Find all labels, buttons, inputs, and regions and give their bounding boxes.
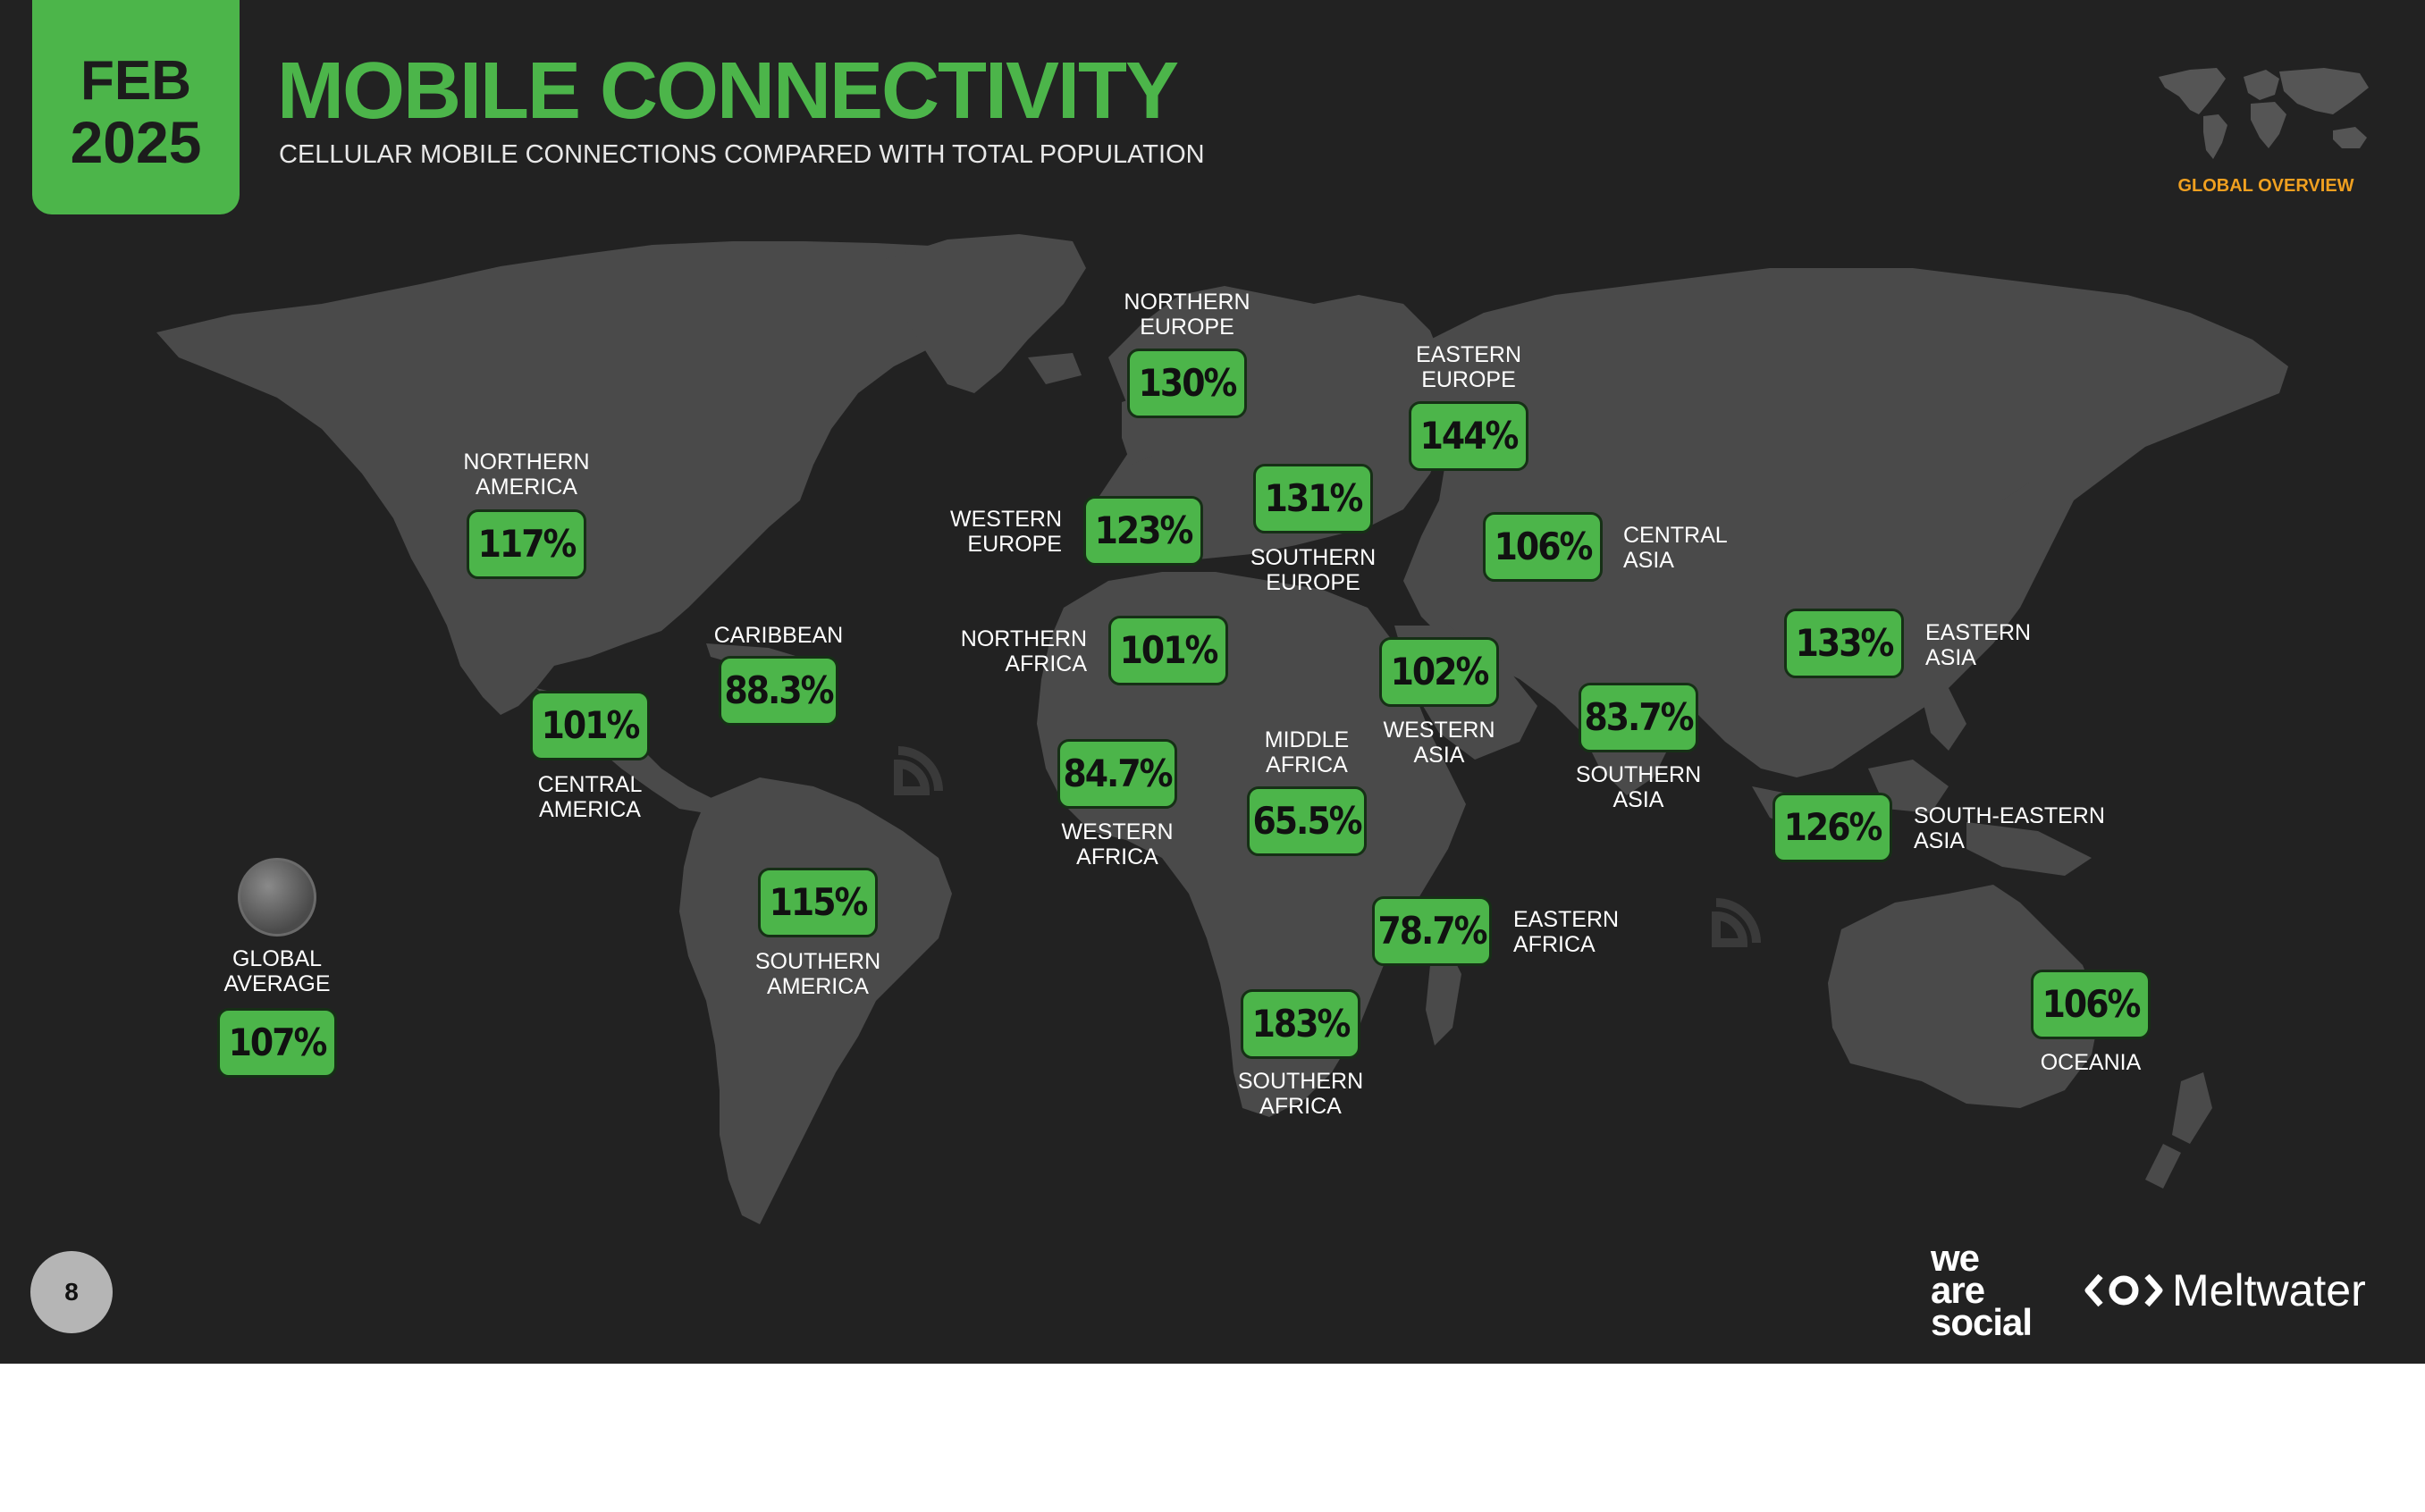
region-label-northern-africa: NORTHERN AFRICA: [960, 626, 1087, 676]
global-average-value: 107%: [217, 1008, 337, 1078]
watermark-icon: [1712, 898, 1761, 947]
meltwater-mark-icon: [2084, 1273, 2163, 1307]
region-label-southern-america: SOUTHERN AMERICA: [754, 949, 881, 999]
region-label-western-africa: WESTERN AFRICA: [1061, 819, 1174, 869]
slide: FEB 2025 MOBILE CONNECTIVITY CELLULAR MO…: [0, 0, 2425, 1364]
region-label-eastern-asia: EASTERN ASIA: [1925, 620, 2032, 670]
region-value-western-africa: 84.7%: [1057, 739, 1177, 809]
continent-north-america: [156, 241, 1059, 715]
section-tag: GLOBAL OVERVIEW: [2177, 176, 2354, 196]
region-value-southern-europe: 131%: [1253, 464, 1373, 533]
region-value-south-eastern-asia: 126%: [1772, 793, 1892, 862]
region-value-western-asia: 102%: [1379, 637, 1499, 707]
date-month: FEB: [80, 50, 191, 112]
global-overview-map-icon: [2159, 68, 2369, 159]
region-value-oceania: 106%: [2031, 970, 2151, 1039]
region-value-middle-africa: 65.5%: [1247, 786, 1367, 856]
region-label-south-eastern-asia: SOUTH-EASTERN ASIA: [1914, 803, 2105, 853]
date-badge: FEB 2025: [32, 0, 240, 214]
region-value-central-asia: 106%: [1483, 512, 1603, 582]
global-average-label: GLOBAL AVERAGE: [223, 946, 331, 996]
region-value-southern-africa: 183%: [1241, 989, 1360, 1059]
region-value-southern-asia: 83.7%: [1579, 683, 1698, 752]
region-label-western-europe: WESTERN EUROPE: [950, 507, 1062, 557]
region-value-northern-america: 117%: [467, 509, 586, 579]
region-value-caribbean: 88.3%: [719, 656, 838, 726]
region-label-western-asia: WESTERN ASIA: [1383, 718, 1495, 768]
page-number: 8: [30, 1251, 113, 1333]
page-title: MOBILE CONNECTIVITY: [277, 46, 1179, 136]
region-label-southern-europe: SOUTHERN EUROPE: [1250, 545, 1377, 595]
meltwater-logo: Meltwater: [2083, 1264, 2366, 1317]
watermark-icon: [894, 746, 943, 795]
region-value-eastern-europe: 144%: [1409, 401, 1528, 471]
region-label-middle-africa: MIDDLE AFRICA: [1264, 727, 1350, 777]
region-label-eastern-africa: EASTERN AFRICA: [1513, 907, 1620, 957]
continent-asia: [1403, 268, 2288, 795]
region-label-central-america: CENTRAL AMERICA: [537, 772, 643, 822]
region-value-western-europe: 123%: [1083, 496, 1203, 566]
world-map: [156, 234, 2288, 1224]
region-value-southern-america: 115%: [758, 868, 878, 937]
continent-greenland: [885, 234, 1086, 393]
meltwater-wordmark: Meltwater: [2172, 1265, 2366, 1315]
region-value-eastern-africa: 78.7%: [1372, 896, 1492, 966]
region-label-northern-europe: NORTHERN EUROPE: [1124, 290, 1250, 340]
region-label-southern-africa: SOUTHERN AFRICA: [1237, 1069, 1364, 1119]
region-label-caribbean: CARIBBEAN: [713, 623, 844, 648]
date-year: 2025: [70, 109, 202, 175]
region-value-central-america: 101%: [530, 691, 650, 760]
page-subtitle: CELLULAR MOBILE CONNECTIONS COMPARED WIT…: [279, 140, 1205, 169]
region-value-eastern-asia: 133%: [1784, 609, 1904, 678]
region-label-eastern-europe: EASTERN EUROPE: [1415, 342, 1522, 392]
region-value-northern-europe: 130%: [1127, 349, 1247, 418]
continent-australia: [1828, 885, 2101, 1108]
we-are-social-logo: we are social: [1931, 1237, 2033, 1343]
region-label-central-asia: CENTRAL ASIA: [1623, 523, 1728, 573]
region-value-northern-africa: 101%: [1108, 616, 1228, 685]
continent-south-america: [679, 777, 952, 1224]
region-label-northern-america: NORTHERN AMERICA: [463, 449, 590, 500]
region-label-oceania: OCEANIA: [2040, 1050, 2142, 1075]
region-label-southern-asia: SOUTHERN ASIA: [1575, 762, 1702, 812]
globe-icon: [238, 858, 316, 937]
